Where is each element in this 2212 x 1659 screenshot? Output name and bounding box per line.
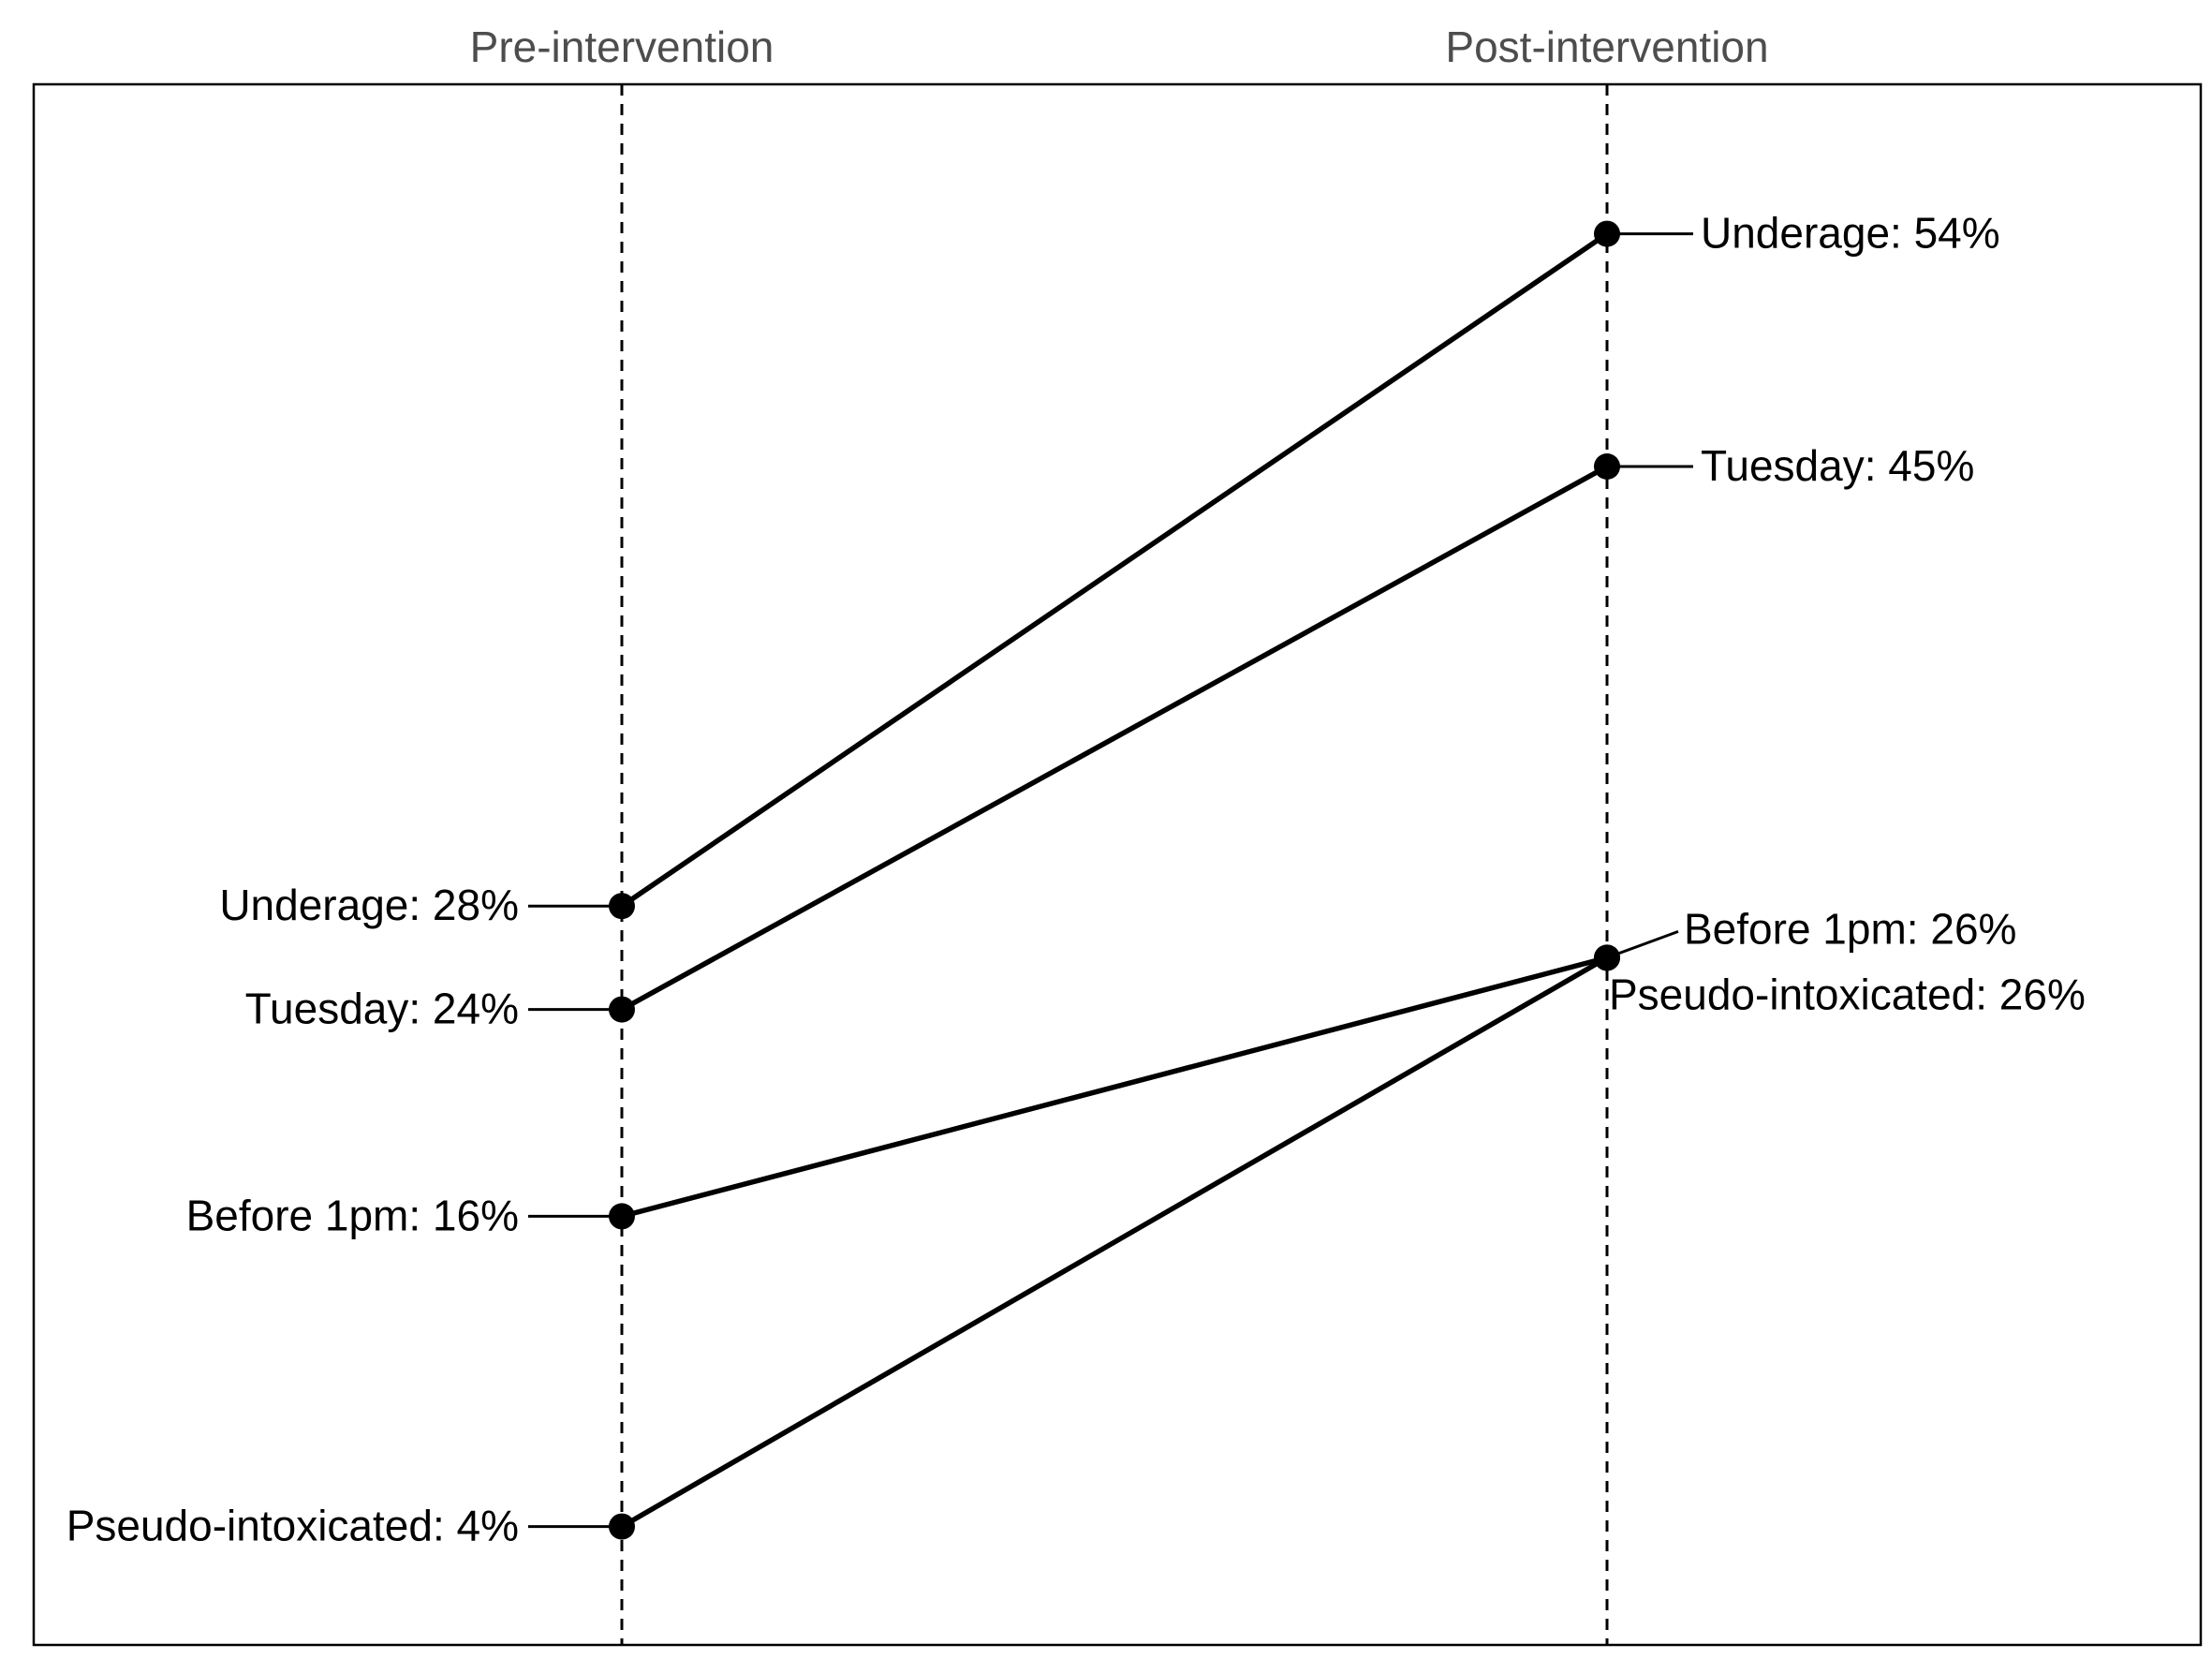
point-tuesday-pre-intervention — [609, 996, 635, 1023]
point-label-before-1pm-post: Before 1pm: 26% — [1684, 904, 2016, 953]
point-tuesday-post-intervention — [1594, 453, 1620, 480]
axis-title-pre-intervention: Pre-intervention — [470, 22, 774, 71]
axis-title-post-intervention: Post-intervention — [1445, 22, 1768, 71]
point-label-tuesday-pre: Tuesday: 24% — [245, 985, 519, 1033]
panel-border — [32, 82, 2203, 1647]
point-label-underage-pre: Underage: 28% — [219, 881, 519, 929]
series-line-underage — [619, 230, 1610, 909]
point-label-pseudo-intoxicated-post: Pseudo-intoxicated: 26% — [1609, 970, 2086, 1018]
point-underage-pre-intervention — [609, 893, 635, 920]
point-before-1pm-pre-intervention — [609, 1203, 635, 1230]
label-connector-before-1pm-post — [1614, 929, 1679, 956]
series-line-tuesday — [619, 464, 1610, 1013]
series-line-before-1pm — [619, 955, 1610, 1220]
point-pseudo-intoxicated-pre-intervention — [609, 1513, 635, 1540]
point-underage-post-intervention — [1594, 220, 1620, 247]
point-label-pseudo-intoxicated-pre: Pseudo-intoxicated: 4% — [66, 1502, 519, 1550]
point-pseudo-intoxicated-post-intervention — [1594, 944, 1620, 971]
point-label-underage-post: Underage: 54% — [1701, 209, 2000, 258]
point-label-tuesday-post: Tuesday: 45% — [1701, 441, 1974, 490]
point-label-before-1pm-pre: Before 1pm: 16% — [186, 1191, 519, 1239]
series-line-pseudo-intoxicated — [619, 955, 1610, 1530]
